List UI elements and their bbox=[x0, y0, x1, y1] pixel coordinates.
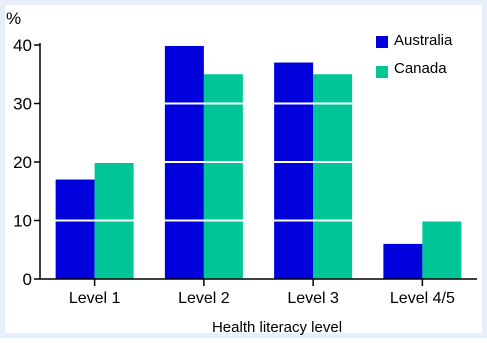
y-tick-label-40: 40 bbox=[13, 36, 32, 55]
gridlines-layer bbox=[40, 44, 477, 222]
y-tick-label-20: 20 bbox=[13, 153, 32, 172]
x-tick-label-level-3: Level 3 bbox=[287, 290, 339, 307]
y-tick-label-30: 30 bbox=[13, 95, 32, 114]
bar-canada-level-2 bbox=[203, 74, 243, 279]
axes-layer bbox=[39, 43, 477, 280]
legend-label-australia: Australia bbox=[394, 32, 453, 49]
bars-layer bbox=[55, 45, 462, 279]
y-tick-label-10: 10 bbox=[13, 212, 32, 231]
x-tick-labels: Level 1 Level 2 Level 3 Level 4/5 bbox=[69, 279, 455, 307]
y-axis-label: % bbox=[6, 9, 21, 28]
bar-canada-level-3 bbox=[313, 74, 353, 279]
x-axis-label: Health literacy level bbox=[212, 319, 342, 336]
bar-australia-level-1 bbox=[55, 179, 95, 279]
x-tick-label-level-4-5: Level 4/5 bbox=[390, 290, 455, 307]
bar-australia-level-3 bbox=[274, 62, 314, 279]
bar-australia-level-4-5 bbox=[383, 243, 423, 279]
y-tick-label-0: 0 bbox=[23, 270, 32, 289]
x-tick-label-level-1: Level 1 bbox=[69, 290, 121, 307]
legend-swatch-canada bbox=[376, 66, 388, 78]
x-tick-label-level-2: Level 2 bbox=[178, 290, 230, 307]
legend: Australia Canada bbox=[376, 32, 453, 78]
y-tick-labels: 0 10 20 30 40 bbox=[13, 36, 40, 289]
legend-swatch-australia bbox=[376, 36, 388, 48]
legend-label-canada: Canada bbox=[394, 60, 447, 77]
bar-canada-level-4-5 bbox=[422, 220, 462, 279]
plot-area bbox=[5, 5, 482, 333]
